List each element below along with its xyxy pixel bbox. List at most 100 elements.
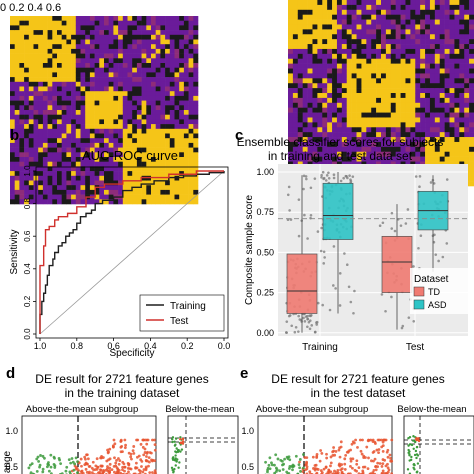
heatmap-cell: [439, 88, 445, 94]
heatmap-cell: [371, 9, 377, 15]
heatmap-cell: [52, 81, 58, 87]
heatmap-cell: [454, 58, 460, 64]
heatmap-cell: [85, 91, 91, 97]
heatmap-cell: [89, 100, 95, 106]
heatmap-cell: [80, 175, 86, 181]
scatter-point: [170, 466, 174, 470]
heatmap-cell: [169, 119, 175, 125]
heatmap-cell: [390, 4, 396, 11]
heatmap-cell: [47, 110, 53, 115]
heatmap-cell: [14, 67, 20, 73]
heatmap-cell: [292, 88, 299, 94]
heatmap-cell: [188, 53, 194, 59]
heatmap-cell: [381, 14, 387, 20]
heatmap-cell: [80, 30, 86, 36]
heatmap-cell: [317, 88, 323, 94]
heatmap-cell: [165, 180, 171, 186]
heatmap-cell: [99, 128, 105, 134]
panel-b-legend-box: [139, 294, 225, 332]
heatmap-cell: [127, 166, 133, 172]
heatmap-cell: [24, 91, 30, 97]
x-tick-label: 0.8: [71, 341, 84, 351]
heatmap-cell: [113, 152, 119, 158]
heatmap-cell: [292, 78, 299, 84]
scatter-point: [121, 468, 124, 472]
heatmap-cell: [415, 102, 421, 108]
heatmap-cell: [322, 9, 328, 15]
heatmap-cell: [405, 137, 411, 143]
heatmap-cell: [449, 117, 455, 123]
heatmap-cell: [99, 86, 105, 92]
heatmap-cell: [193, 16, 199, 21]
jitter-point: [313, 177, 317, 180]
scatter-point: [180, 448, 184, 451]
heatmap-cell: [346, 156, 352, 162]
heatmap-cell: [193, 39, 199, 45]
heatmap-cell: [361, 112, 367, 118]
heatmap-cell: [459, 88, 465, 94]
heatmap-cell: [61, 119, 67, 125]
heatmap-cell: [155, 185, 161, 191]
heatmap-cell: [61, 67, 67, 73]
heatmap-cell: [24, 124, 30, 130]
heatmap-cell: [127, 100, 133, 106]
heatmap-cell: [165, 48, 171, 54]
scatter-point: [151, 438, 154, 442]
heatmap-cell: [400, 97, 406, 104]
heatmap-cell: [429, 14, 436, 20]
heatmap-cell: [361, 29, 367, 35]
heatmap-cell: [395, 14, 401, 20]
heatmap-cell: [38, 44, 44, 50]
heatmap-cell: [19, 53, 25, 59]
scatter-point: [264, 460, 267, 464]
heatmap-cell: [10, 133, 15, 139]
heatmap-cell: [346, 73, 352, 79]
heatmap-cell: [141, 86, 147, 92]
heatmap-cell: [174, 105, 180, 111]
heatmap-cell: [425, 93, 431, 99]
scatter-point: [111, 444, 115, 448]
jitter-point: [308, 314, 311, 317]
heatmap-cell: [317, 9, 323, 15]
panel-b-plot-frame: [35, 166, 229, 339]
scatter-point: [299, 469, 302, 473]
heatmap-cell: [71, 119, 77, 125]
heatmap-cell: [136, 138, 142, 144]
heatmap-cell: [108, 166, 114, 172]
heatmap-cell: [434, 117, 441, 123]
heatmap-cell: [302, 63, 308, 69]
heatmap-cell: [405, 53, 411, 60]
heatmap-cell: [376, 83, 382, 89]
heatmap-cell: [80, 180, 86, 186]
heatmap-cell: [405, 102, 411, 108]
scatter-point: [416, 470, 419, 473]
scatter-point: [390, 438, 394, 442]
heatmap-cell: [390, 117, 396, 123]
heatmap-cell: [94, 72, 100, 78]
heatmap-cell: [188, 133, 194, 139]
heatmap-cell: [444, 63, 450, 69]
heatmap-cell: [381, 117, 387, 123]
heatmap-cell: [322, 151, 328, 157]
scatter-point: [41, 470, 45, 474]
heatmap-cell: [165, 105, 171, 111]
heatmap-cell: [61, 157, 67, 162]
scatter-point: [178, 461, 181, 464]
heatmap-cell: [415, 48, 421, 55]
heatmap-cell: [346, 4, 352, 11]
heatmap-cell: [307, 44, 313, 50]
heatmap-cell: [28, 161, 34, 167]
heatmap-cell: [381, 78, 387, 84]
heatmap-cell: [136, 30, 142, 36]
heatmap-cell: [371, 29, 377, 35]
heatmap-cell: [292, 63, 299, 69]
heatmap-cell: [356, 102, 362, 108]
heatmap-cell: [33, 25, 39, 31]
heatmap-cell: [459, 68, 465, 74]
heatmap-cell: [449, 112, 455, 118]
heatmap-cell: [155, 72, 161, 78]
heatmap-cell: [104, 119, 109, 125]
heatmap-cell: [108, 185, 114, 191]
heatmap-cell: [361, 97, 367, 104]
heatmap-cell: [10, 39, 15, 45]
